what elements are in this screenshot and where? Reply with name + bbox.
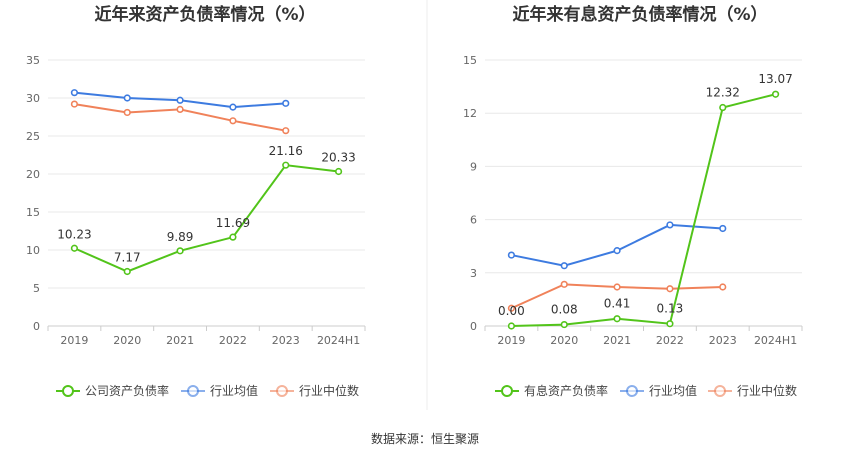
data-point[interactable]: [560, 262, 568, 270]
data-point[interactable]: [123, 108, 131, 117]
data-label: 12.32: [706, 86, 740, 100]
data-point[interactable]: [282, 127, 290, 135]
y-tick-label: 5: [33, 282, 40, 295]
chart-debt-ratio: 近年来资产负债率情况（%） 0 5 10 15 20 25 30 35 2019 2020 2021 2…: [26, 4, 366, 398]
data-point[interactable]: [507, 322, 516, 330]
x-tick-label: 2024H1: [317, 334, 360, 347]
y-tick-label: 12: [463, 107, 477, 120]
data-point[interactable]: [334, 167, 343, 176]
x-tick-label: 2021: [166, 334, 194, 347]
data-label: 21.16: [269, 144, 303, 158]
data-point[interactable]: [229, 233, 237, 241]
data-point[interactable]: [282, 161, 290, 169]
data-label: 13.07: [758, 72, 792, 86]
series-line: [74, 164, 339, 273]
chart-title: 近年来有息资产负债率情况（%）: [512, 4, 767, 25]
x-tick-label: 2020: [113, 334, 141, 347]
legend-marker[interactable]: [276, 385, 288, 397]
data-point[interactable]: [666, 320, 674, 328]
data-label: 0.41: [604, 297, 631, 311]
data-point[interactable]: [123, 267, 131, 276]
legend-marker[interactable]: [62, 385, 74, 397]
y-tick-label: 6: [470, 214, 477, 227]
legend-label[interactable]: 行业均值: [210, 383, 258, 398]
legend-label[interactable]: 公司资产负债率: [85, 383, 169, 398]
data-point[interactable]: [229, 117, 237, 125]
y-tick-label: 35: [26, 54, 40, 67]
data-point[interactable]: [613, 315, 621, 323]
x-tick-label: 2023: [709, 334, 737, 347]
y-tick-label: 30: [26, 92, 40, 105]
data-label: 20.33: [321, 150, 355, 164]
series-line: [511, 223, 723, 267]
data-point[interactable]: [176, 247, 184, 255]
data-point[interactable]: [70, 100, 79, 108]
data-point[interactable]: [613, 283, 621, 291]
data-point[interactable]: [719, 103, 727, 112]
legend-label[interactable]: 行业中位数: [299, 383, 359, 398]
data-point[interactable]: [229, 103, 237, 111]
legend-label[interactable]: 行业均值: [649, 383, 697, 398]
data-point[interactable]: [560, 280, 568, 288]
series-line: [511, 93, 776, 327]
data-point[interactable]: [282, 99, 290, 107]
x-tick-label: 2021: [603, 334, 631, 347]
x-tick-label: 2022: [656, 334, 684, 347]
x-tick-label: 2019: [60, 334, 88, 347]
x-tick-label: 2022: [219, 334, 247, 347]
source-note: 数据来源：恒生聚源: [371, 431, 479, 446]
data-point[interactable]: [666, 221, 674, 229]
data-point[interactable]: [123, 94, 131, 102]
data-point[interactable]: [176, 96, 184, 104]
y-tick-label: 10: [26, 244, 40, 257]
data-point[interactable]: [613, 247, 621, 255]
data-point[interactable]: [507, 251, 516, 259]
data-point[interactable]: [771, 90, 780, 98]
x-tick-label: 2019: [497, 334, 525, 347]
x-tick-label: 2023: [272, 334, 300, 347]
data-label: 0.00: [498, 304, 525, 318]
y-tick-label: 3: [470, 267, 477, 280]
y-tick-label: 15: [26, 206, 40, 219]
data-label: 0.13: [657, 302, 684, 316]
y-tick-label: 0: [33, 320, 40, 333]
data-point[interactable]: [560, 320, 568, 329]
y-tick-label: 25: [26, 130, 40, 143]
data-label: 10.23: [57, 227, 91, 241]
y-tick-label: 20: [26, 168, 40, 181]
data-label: 9.89: [167, 230, 194, 244]
y-tick-label: 9: [470, 160, 477, 173]
data-label: 0.08: [551, 303, 578, 317]
y-tick-label: 0: [470, 320, 477, 333]
x-tick-label: 2024H1: [754, 334, 797, 347]
chart-interest-debt-ratio: 近年来有息资产负债率情况（%） 0 3 6 9 12 15 2019 2020 2021 2022 2…: [463, 4, 803, 398]
data-point[interactable]: [719, 224, 727, 233]
legend-marker[interactable]: [501, 385, 513, 397]
y-tick-label: 15: [463, 54, 477, 67]
data-point[interactable]: [70, 89, 79, 97]
data-point[interactable]: [176, 105, 184, 113]
data-label: 11.69: [216, 216, 250, 230]
legend-marker[interactable]: [714, 385, 726, 397]
legend-label[interactable]: 有息资产负债率: [524, 383, 608, 398]
data-point[interactable]: [507, 304, 516, 312]
legend-label[interactable]: 行业中位数: [737, 383, 797, 398]
legend-marker[interactable]: [626, 385, 638, 397]
data-point[interactable]: [719, 283, 727, 291]
data-point[interactable]: [666, 285, 674, 293]
x-tick-label: 2020: [550, 334, 578, 347]
data-label: 7.17: [114, 251, 141, 265]
legend-marker[interactable]: [187, 385, 199, 397]
chart-title: 近年来资产负债率情况（%）: [94, 4, 315, 25]
data-point[interactable]: [70, 244, 79, 252]
